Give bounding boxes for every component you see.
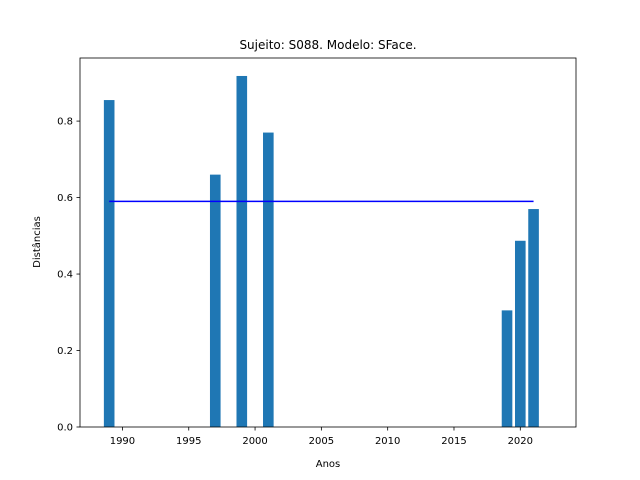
- x-axis: 1990 1995 2000 2005 2010 2015 2020: [110, 427, 533, 447]
- y-axis-label: Distâncias: [31, 216, 43, 268]
- x-axis-label: Anos: [316, 459, 341, 470]
- bar-2001: [263, 132, 274, 428]
- x-tick-label-1995: 1995: [176, 436, 201, 447]
- x-tick-label-2000: 2000: [242, 436, 267, 447]
- y-axis: 0.0 0.2 0.4 0.6 0.8: [57, 117, 80, 434]
- y-tick-label-0.4: 0.4: [57, 270, 73, 281]
- bar-2019: [501, 310, 513, 427]
- y-tick-label-0.6: 0.6: [57, 193, 73, 204]
- bar-1997: [209, 174, 221, 427]
- y-tick-label-0.0: 0.0: [57, 423, 73, 434]
- x-tick-label-2020: 2020: [508, 436, 533, 447]
- x-tick-label-2005: 2005: [309, 436, 334, 447]
- bar-1999: [236, 75, 248, 428]
- y-tick-label-0.8: 0.8: [57, 117, 73, 128]
- bars: [103, 75, 539, 428]
- plot-frame: [79, 57, 577, 428]
- bar-2021: [528, 209, 539, 427]
- chart-title: Sujeito: S088. Modelo: SFace.: [239, 38, 416, 52]
- x-tick-label-2010: 2010: [375, 436, 400, 447]
- bar-2020: [514, 240, 526, 427]
- x-tick-label-2015: 2015: [441, 436, 466, 447]
- bar-1989: [103, 100, 115, 427]
- x-tick-label-1990: 1990: [110, 436, 135, 447]
- y-tick-label-0.2: 0.2: [57, 346, 73, 357]
